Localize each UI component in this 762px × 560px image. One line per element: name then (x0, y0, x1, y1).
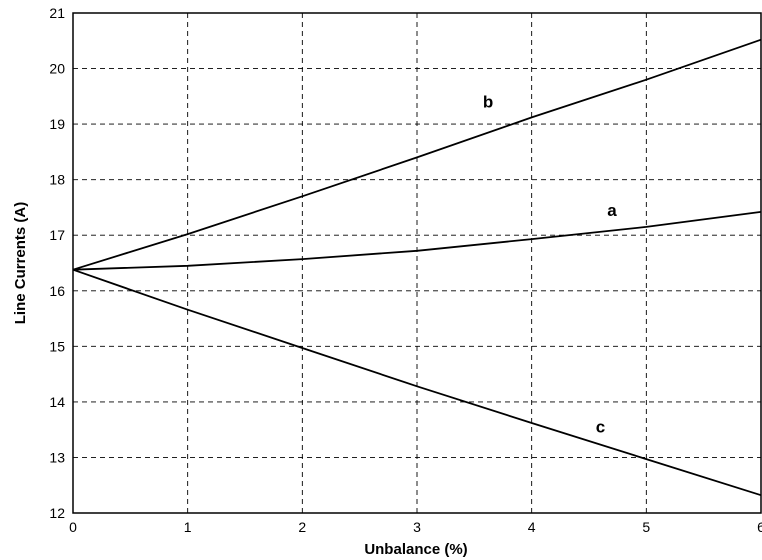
series-label-a: a (607, 201, 617, 220)
y-tick-labels: 12 13 14 15 16 17 18 19 20 21 (49, 5, 65, 521)
y-tick-label: 15 (49, 338, 65, 354)
series-label-b: b (483, 92, 493, 111)
y-tick-label: 14 (49, 394, 65, 410)
grid-layer (73, 13, 761, 513)
x-tick-label: 5 (642, 519, 650, 535)
x-tick-label: 6 (757, 519, 762, 535)
y-tick-label: 19 (49, 116, 65, 132)
x-tick-label: 2 (298, 519, 306, 535)
x-tick-labels: 0 1 2 3 4 5 6 (69, 519, 762, 535)
y-tick-label: 18 (49, 172, 65, 188)
y-axis-label: Line Currents (A) (12, 202, 29, 325)
x-tick-label: 4 (528, 519, 536, 535)
x-axis-label: Unbalance (%) (364, 541, 467, 558)
series-labels: a b c (483, 92, 617, 436)
x-tick-label: 0 (69, 519, 77, 535)
y-tick-label: 12 (49, 505, 65, 521)
x-tick-label: 3 (413, 519, 421, 535)
series-label-c: c (596, 417, 605, 436)
y-tick-label: 13 (49, 449, 65, 465)
series-line-c (72, 268, 762, 497)
series-line-a (72, 211, 762, 271)
plot-frame (72, 12, 762, 514)
x-tick-label: 1 (184, 519, 192, 535)
y-tick-label: 16 (49, 283, 65, 299)
y-tick-label: 20 (49, 61, 65, 77)
series-line-b (72, 38, 762, 271)
y-tick-label: 17 (49, 227, 65, 243)
series-layer (72, 38, 762, 497)
y-tick-label: 21 (49, 5, 65, 21)
